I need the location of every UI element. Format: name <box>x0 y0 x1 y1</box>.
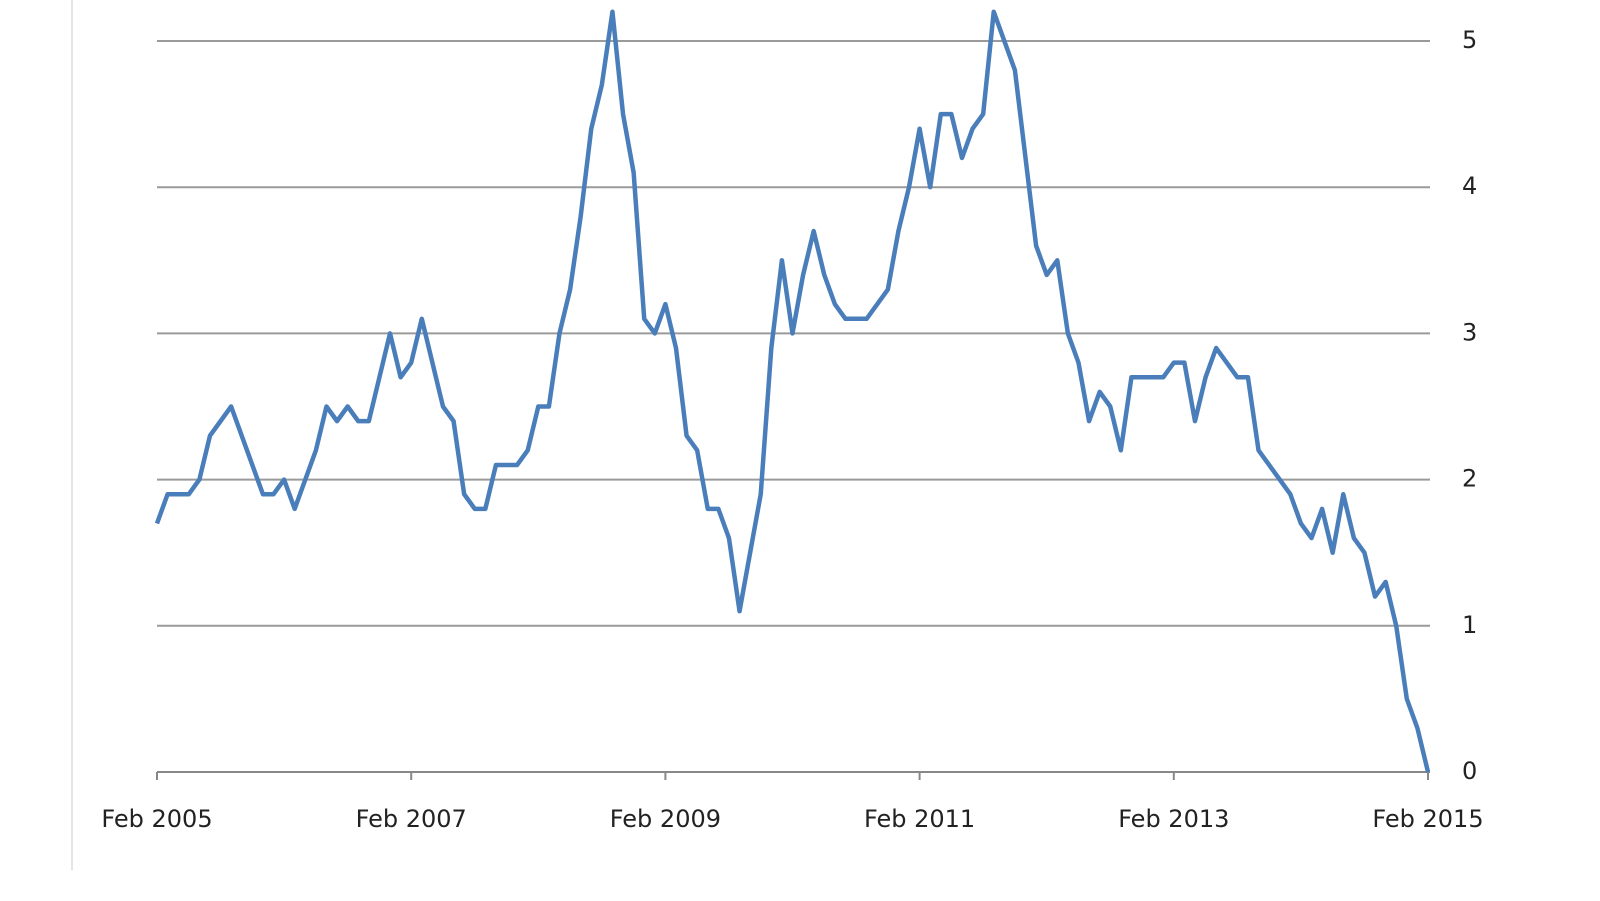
y-tick-label: 3 <box>1462 318 1477 346</box>
x-tick-label: Feb 2005 <box>101 805 212 833</box>
x-tick-label: Feb 2007 <box>356 805 467 833</box>
y-tick-label: 0 <box>1462 757 1477 785</box>
x-tick-label: Feb 2015 <box>1372 805 1483 833</box>
data-line <box>154 9 1431 773</box>
y-tick-label: 2 <box>1462 465 1477 493</box>
y-tick-label: 4 <box>1462 172 1477 200</box>
y-tick-label: 5 <box>1462 26 1477 54</box>
x-tick-label: Feb 2009 <box>610 805 721 833</box>
y-tick-label: 1 <box>1462 611 1477 639</box>
x-tick-label: Feb 2011 <box>864 805 975 833</box>
x-tick-label: Feb 2013 <box>1118 805 1229 833</box>
